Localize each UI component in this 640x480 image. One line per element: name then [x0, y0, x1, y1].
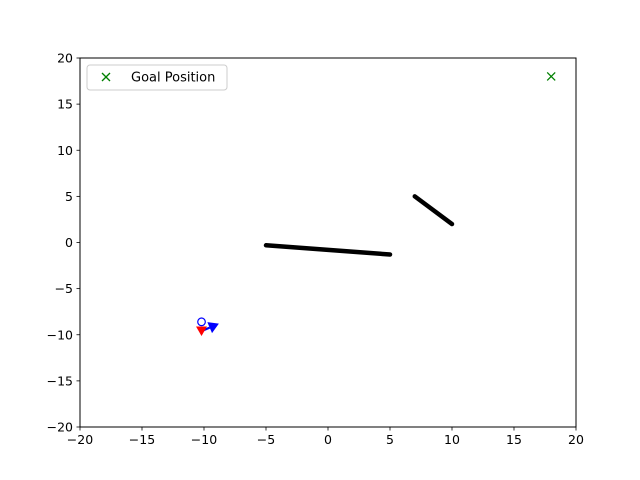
y-tick-label: 5 [65, 189, 73, 204]
agent-position-marker [197, 317, 206, 327]
y-tick-label: 15 [57, 97, 73, 112]
x-tick-label: 0 [324, 432, 332, 447]
x-tick-label: 15 [506, 432, 522, 447]
legend-marker-goal [101, 72, 111, 82]
legend: Goal Position [86, 64, 228, 91]
goal-heading-marker [196, 326, 208, 337]
y-tick-label: −15 [47, 373, 73, 388]
x-axis: −20 −15 −10 −5 0 5 10 15 20 [67, 427, 584, 447]
x-tick-label: 20 [568, 432, 584, 447]
x-tick-label: −15 [129, 432, 155, 447]
x-tick-label: −10 [191, 432, 217, 447]
y-tick-label: −10 [47, 327, 73, 342]
y-axis: −20 −15 −10 −5 0 5 10 15 20 [47, 51, 80, 435]
data-layer [196, 71, 556, 337]
y-tick-label: 10 [57, 143, 73, 158]
x-tick-label: 5 [386, 432, 394, 447]
goal-position-marker [546, 71, 556, 81]
legend-label-goal: Goal Position [131, 71, 215, 86]
obstacle-line [263, 243, 393, 257]
legend-box [86, 64, 228, 91]
obstacle-line [412, 194, 455, 227]
x-tick-label: −5 [257, 432, 275, 447]
heading-arrow-head [207, 322, 219, 334]
y-tick-label: 0 [65, 235, 73, 250]
x-tick-label: −20 [67, 432, 93, 447]
y-tick-label: −20 [47, 420, 73, 435]
y-tick-label: 20 [57, 51, 73, 66]
goal-marker-stroke [546, 71, 556, 81]
y-tick-label: −5 [55, 281, 73, 296]
x-tick-label: 10 [444, 432, 460, 447]
